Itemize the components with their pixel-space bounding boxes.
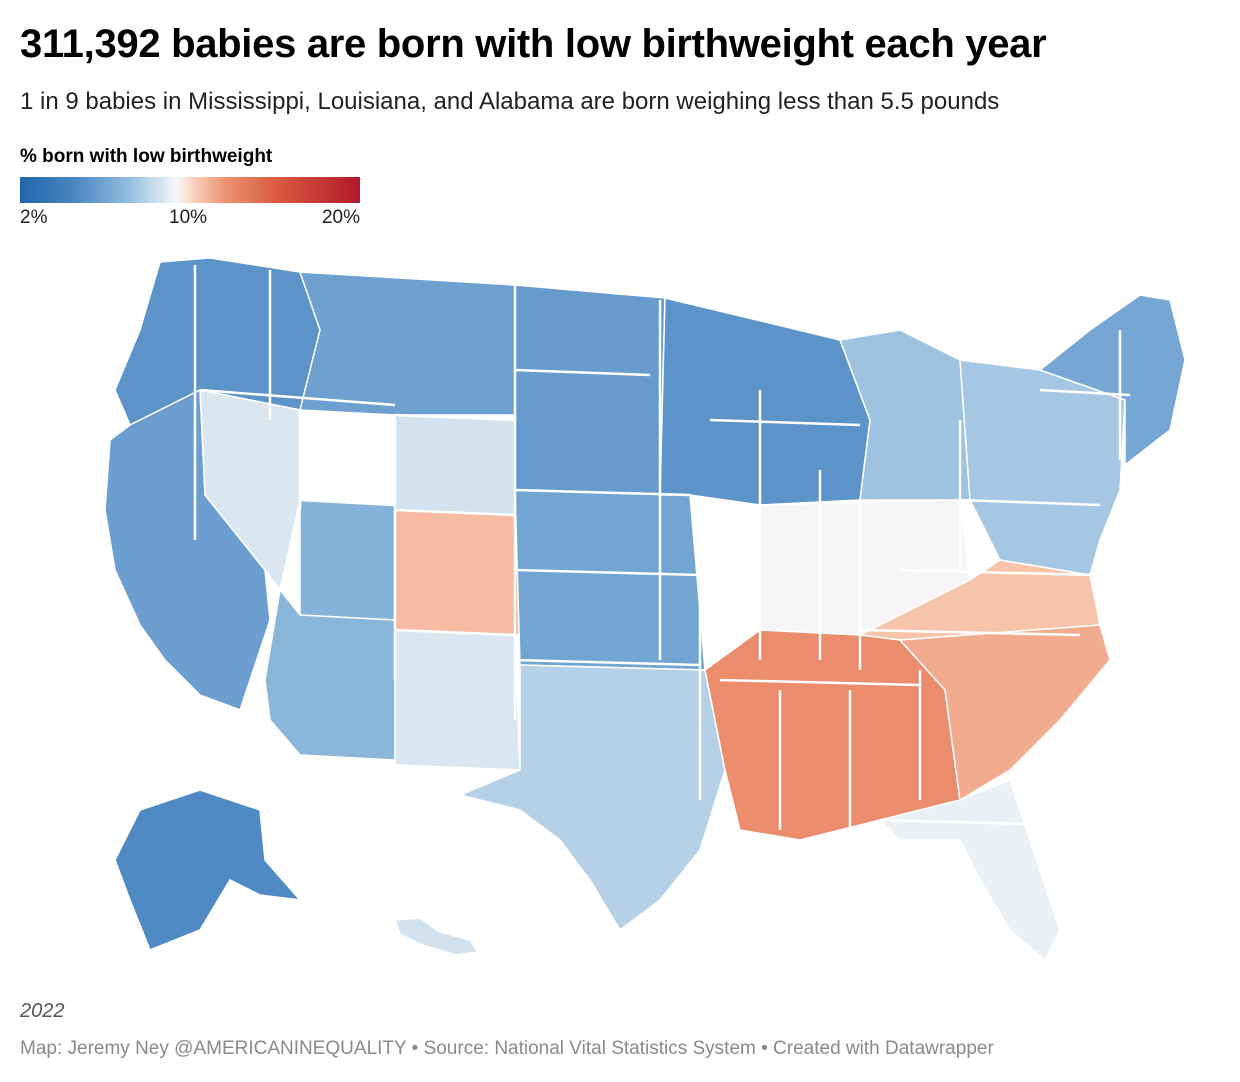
region-central-plains[interactable]: Central Plains: 6.5% xyxy=(514,489,706,671)
region-hawaii[interactable]: Hawaii: 9.4% xyxy=(393,917,480,956)
map-regions: Pacific Northwest: 5.6%California: 6.2%N… xyxy=(104,257,1186,962)
legend-tick-max: 20% xyxy=(321,207,360,228)
region-northern-rockies[interactable]: Northern Rockies: 6.3% xyxy=(298,271,516,416)
region-arizona[interactable]: Arizona: 7.4% xyxy=(264,588,396,761)
legend-color-scale xyxy=(20,177,360,203)
region-new-mexico[interactable]: New Mexico: 9.6% xyxy=(394,629,521,771)
legend-ticks: 2% 10% 20% xyxy=(20,203,360,228)
region-upper-midwest[interactable]: Upper Midwest: 5.6% xyxy=(659,297,871,506)
legend-tick-min: 2% xyxy=(20,207,48,228)
region-alaska[interactable]: Alaska: 5.1% xyxy=(114,789,302,951)
legend-tick-mid: 10% xyxy=(169,207,208,228)
chart-subtitle: 1 in 9 babies in Mississippi, Louisiana,… xyxy=(20,88,1000,115)
region-wyoming[interactable]: Wyoming: 9.4% xyxy=(394,414,516,516)
state-borders xyxy=(193,265,1131,830)
region-colorado[interactable]: Colorado: 11.8% xyxy=(394,509,521,636)
us-choropleth-map: Pacific Northwest: 5.6%California: 6.2%N… xyxy=(104,257,1186,962)
region-northern-plains[interactable]: Northern Plains: 6% xyxy=(514,284,666,496)
region-carolinas[interactable]: Carolinas: 12.2% xyxy=(898,624,1111,802)
footer-note: 2022 xyxy=(20,1000,65,1022)
region-utah[interactable]: Utah: 7.2% xyxy=(299,499,396,621)
color-legend: % born with low birthweight 2% 10% 20% xyxy=(20,146,360,228)
chart-title: 311,392 babies are born with low birthwe… xyxy=(20,22,1047,66)
legend-title: % born with low birthweight xyxy=(20,146,273,167)
footer-source: Map: Jeremy Ney @AMERICANINEQUALITY • So… xyxy=(20,1038,994,1059)
region-new-england[interactable]: New England: 6.6% xyxy=(1038,294,1186,467)
